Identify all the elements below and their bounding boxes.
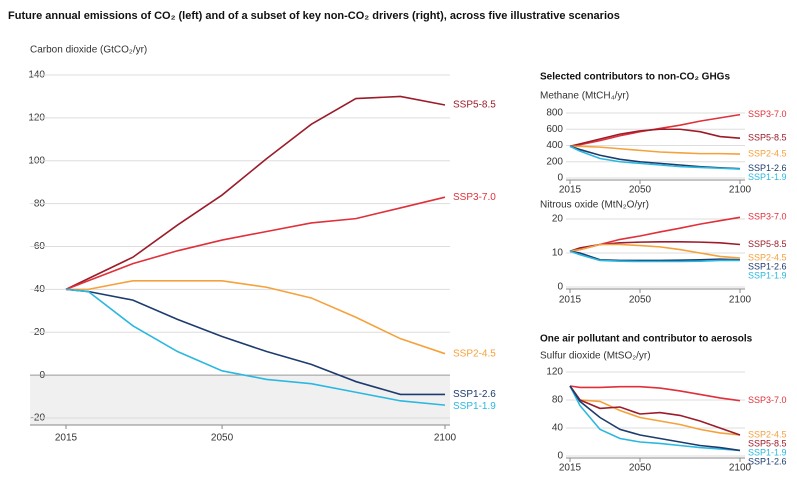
x-tick-label: 2050 xyxy=(211,433,234,444)
y-tick-label: 20 xyxy=(552,214,564,225)
y-tick-label: 800 xyxy=(546,108,563,119)
series-label: SSP1-1.9 xyxy=(748,172,787,182)
series-label: SSP5-8.5 xyxy=(748,133,787,143)
series-label: SSP1-2.6 xyxy=(748,163,787,173)
y-tick-label: 40 xyxy=(552,423,564,434)
series-label: SSP3-7.0 xyxy=(748,109,787,119)
y-tick-label: 600 xyxy=(546,124,563,135)
x-tick-label: 2015 xyxy=(55,433,78,444)
y-tick-label: 0 xyxy=(557,173,563,184)
series-label: SSP3-7.0 xyxy=(453,192,496,203)
series-line xyxy=(65,196,446,291)
x-tick-label: 2100 xyxy=(729,185,752,196)
series-line xyxy=(569,385,741,452)
series-label: SSP5-8.5 xyxy=(748,239,787,249)
series-line xyxy=(569,385,741,402)
x-tick-label: 2015 xyxy=(559,463,582,474)
x-tick-label: 2015 xyxy=(559,185,582,196)
y-axis-label: Sulfur dioxide (MtSO₂/yr) xyxy=(540,351,651,362)
series-line xyxy=(569,250,740,263)
series-line xyxy=(569,250,741,262)
series-line xyxy=(65,288,445,396)
series-line xyxy=(569,385,741,436)
series-label: SSP1-2.6 xyxy=(748,456,787,466)
series-line xyxy=(66,280,446,355)
series-label: SSP1-2.6 xyxy=(453,389,496,400)
series-line xyxy=(569,128,741,148)
x-tick-label: 2015 xyxy=(559,295,582,306)
x-tick-label: 2050 xyxy=(629,185,652,196)
y-tick-label: 10 xyxy=(552,248,564,259)
series-label: SSP3-7.0 xyxy=(748,395,787,405)
series-label: SSP3-7.0 xyxy=(748,212,787,222)
series-line xyxy=(569,385,741,436)
y-tick-label: 120 xyxy=(546,367,563,378)
x-tick-label: 2100 xyxy=(729,295,752,306)
series-line xyxy=(569,385,741,452)
series-label: SSP2-4.5 xyxy=(748,429,787,439)
series-label: SSP5-8.5 xyxy=(453,100,496,111)
y-tick-label: 0 xyxy=(557,451,563,462)
y-tick-label: 400 xyxy=(546,140,563,151)
x-tick-label: 2100 xyxy=(729,463,752,474)
series-line xyxy=(569,243,741,259)
series-line xyxy=(65,288,446,406)
series-line xyxy=(570,145,741,155)
series-label: SSP1-1.9 xyxy=(453,401,496,412)
figure-title: Future annual emissions of CO₂ (left) an… xyxy=(8,10,620,22)
series-line xyxy=(569,240,741,253)
y-axis-label: Methane (MtCH₄/yr) xyxy=(540,91,629,102)
y-tick-label: 200 xyxy=(546,156,563,167)
y-tick-label: 0 xyxy=(557,282,563,293)
y-axis-label: Nitrous oxide (MtN₂O/yr) xyxy=(540,200,649,211)
series-line xyxy=(569,113,741,148)
series-label: SSP1-1.9 xyxy=(748,270,787,280)
x-tick-label: 2050 xyxy=(629,295,652,306)
series-label: SSP2-4.5 xyxy=(748,252,787,262)
x-tick-label: 2050 xyxy=(629,463,652,474)
series-line xyxy=(65,95,446,291)
negative-region xyxy=(30,375,450,425)
section-title: Selected contributors to non-CO₂ GHGs xyxy=(540,72,730,83)
series-label: SSP1-1.9 xyxy=(748,447,787,457)
y-axis-label: Carbon dioxide (GtCO₂/yr) xyxy=(30,45,147,56)
series-label: SSP2-4.5 xyxy=(453,348,496,359)
series-label: SSP1-2.6 xyxy=(748,261,787,271)
section-title: One air pollutant and contributor to aer… xyxy=(540,334,753,345)
series-label: SSP5-8.5 xyxy=(748,438,787,448)
series-line xyxy=(569,145,741,170)
y-tick-label: 80 xyxy=(552,395,564,406)
x-tick-label: 2100 xyxy=(434,433,457,444)
series-label: SSP2-4.5 xyxy=(748,148,787,158)
